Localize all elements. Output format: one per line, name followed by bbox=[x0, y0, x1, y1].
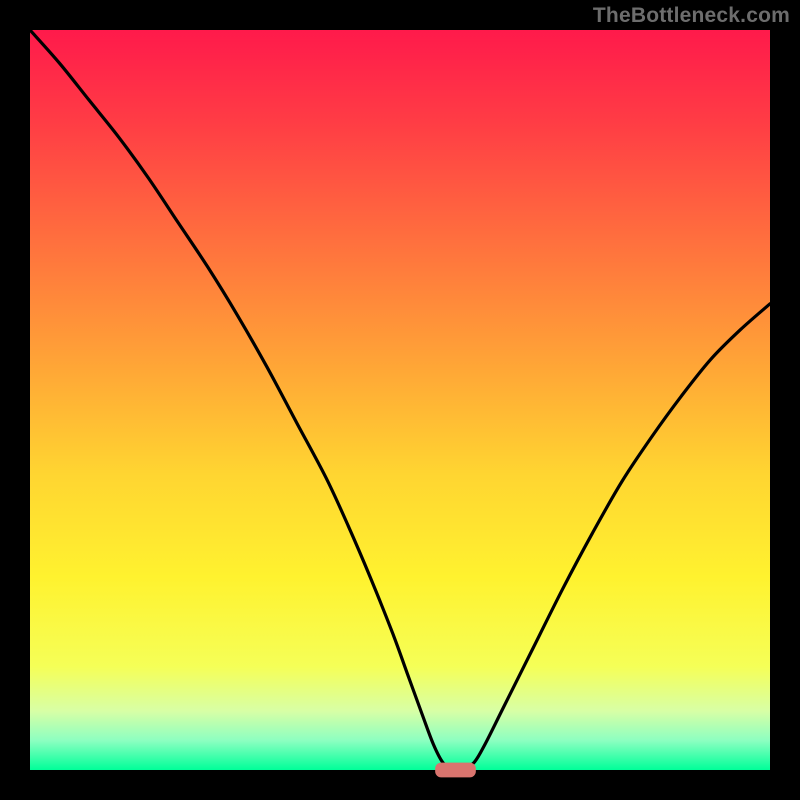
bottleneck-chart bbox=[0, 0, 800, 800]
chart-background bbox=[30, 30, 770, 770]
chart-container: TheBottleneck.com bbox=[0, 0, 800, 800]
watermark-text: TheBottleneck.com bbox=[593, 4, 790, 28]
bottleneck-marker bbox=[435, 763, 476, 778]
